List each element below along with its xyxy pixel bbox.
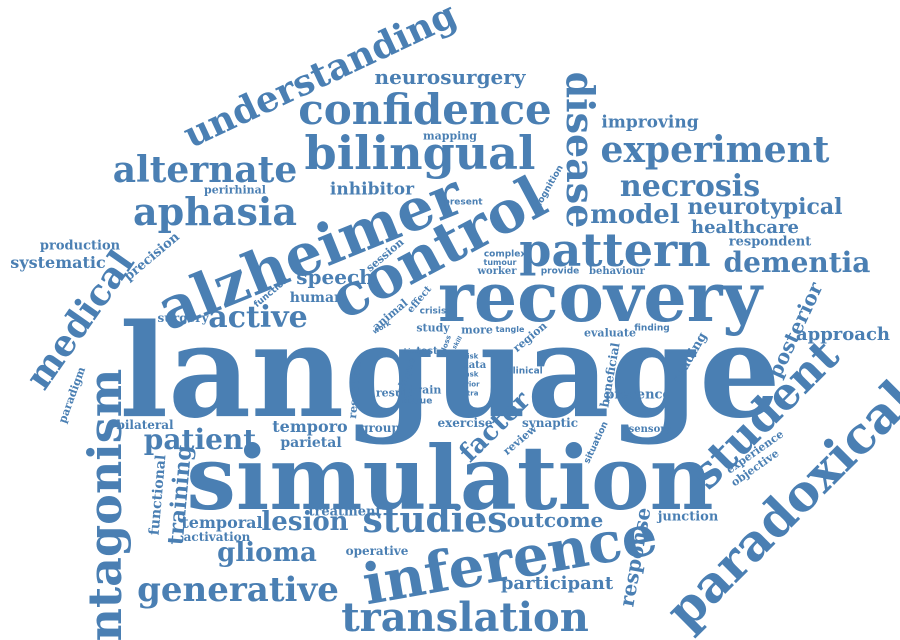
cloud-word-provide: provide (541, 268, 580, 277)
cloud-word-finding: finding (634, 325, 669, 334)
cloud-word-task: task (462, 372, 479, 379)
cloud-word-systematic: systematic (10, 255, 105, 271)
cloud-word-improving: improving (601, 115, 698, 132)
cloud-word-brain: brain (409, 385, 442, 396)
cloud-word-mapping: mapping (423, 131, 477, 142)
cloud-word-speech: speech (296, 267, 373, 287)
cloud-word-tangle: tangle (496, 326, 525, 334)
cloud-word-experiment: experiment (601, 132, 830, 168)
cloud-word-temporo: temporo (272, 419, 347, 435)
cloud-word-activation: activation (184, 531, 251, 543)
cloud-word-bilingual: bilingual (305, 130, 536, 176)
cloud-word-clinical: clinical (507, 368, 543, 377)
cloud-word-junction: junction (658, 511, 719, 524)
cloud-word-presence: presence (605, 389, 670, 402)
cloud-word-exercise: exercise (437, 417, 492, 429)
cloud-word-participant: participant (501, 575, 613, 593)
cloud-word-present: present (443, 199, 482, 208)
cloud-word-antagonism: antagonism (82, 369, 128, 640)
cloud-word-bias: bias (404, 349, 418, 355)
cloud-word-evaluate: evaluate (584, 328, 636, 339)
cloud-word-dementia: dementia (724, 249, 871, 277)
cloud-word-temporal: temporal (181, 515, 262, 531)
cloud-word-tissue: tissue (402, 398, 433, 407)
cloud-word-crisis: crisis (420, 308, 447, 317)
cloud-word-more: more (461, 325, 493, 336)
cloud-word-surgery: surgery (157, 312, 208, 324)
cloud-word-prior: prior (460, 382, 479, 389)
cloud-word-neurosurgery: neurosurgery (375, 67, 526, 87)
cloud-word-operative: operative (346, 545, 409, 557)
cloud-word-neurotypical: neurotypical (688, 196, 843, 218)
cloud-word-study: study (416, 323, 449, 334)
cloud-word-data: data (462, 361, 487, 371)
cloud-word-generative: generative (137, 573, 339, 607)
cloud-word-approach: approach (796, 326, 890, 344)
cloud-word-outcome: outcome (507, 510, 604, 530)
cloud-word-inhibitor: inhibitor (330, 182, 414, 199)
cloud-word-confidence: confidence (298, 89, 552, 131)
cloud-word-human: human (290, 291, 344, 305)
cloud-word-bilateral: bilateral (116, 419, 173, 431)
cloud-word-intra: intra (460, 391, 479, 398)
cloud-word-perirhinal: perirhinal (204, 185, 266, 196)
cloud-word-translation: translation (341, 598, 589, 638)
cloud-word-respondent: respondent (729, 236, 811, 249)
cloud-word-treatment: treatment (308, 506, 381, 519)
cloud-word-parietal: parietal (280, 436, 341, 450)
cloud-word-worker: worker (477, 267, 516, 277)
cloud-word-production: production (40, 240, 120, 253)
cloud-word-model: model (590, 202, 679, 228)
cloud-word-test: test (416, 347, 437, 357)
cloud-word-risk: risk (464, 354, 479, 361)
cloud-word-behaviour: behaviour (589, 267, 645, 277)
cloud-word-aphasia: aphasia (133, 193, 297, 231)
cloud-word-group: group (360, 422, 400, 434)
cloud-word-sensory: sensory (629, 425, 672, 435)
cloud-word-studies: studies (362, 502, 507, 538)
